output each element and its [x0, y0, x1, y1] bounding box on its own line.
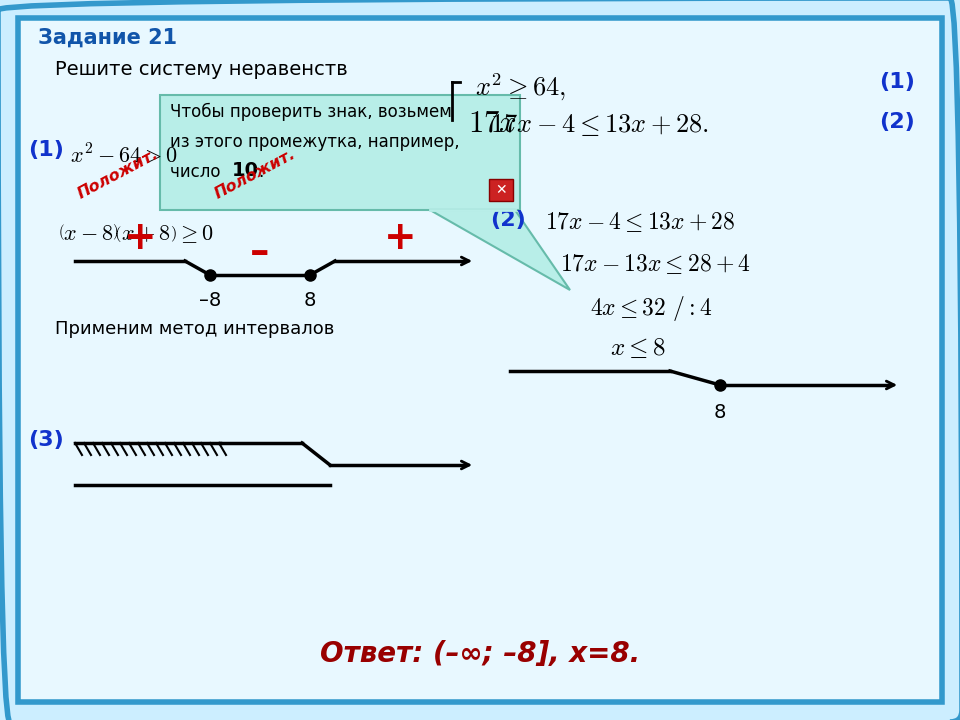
Text: Ответ: (–∞; –8], x=8.: Ответ: (–∞; –8], x=8.	[320, 640, 640, 668]
Text: $17x$: $17x$	[468, 108, 516, 137]
Text: ✕: ✕	[495, 183, 507, 197]
Text: Задание 21: Задание 21	[38, 28, 178, 48]
Text: $4x \leq 32 \ /: 4$: $4x \leq 32 \ /: 4$	[590, 294, 712, 323]
Text: $17x - 13x \leq 28 + 4$: $17x - 13x \leq 28 + 4$	[560, 252, 751, 276]
Text: (2): (2)	[879, 112, 915, 132]
Text: $x^2-64>0$: $x^2-64>0$	[70, 142, 178, 166]
Polygon shape	[430, 210, 570, 290]
Text: (1): (1)	[879, 72, 915, 92]
Text: $\left(x-8\right)\!\left(x+8\right)\geq 0$: $\left(x-8\right)\!\left(x+8\right)\geq …	[58, 222, 214, 245]
Text: 8: 8	[714, 403, 726, 422]
Text: Положит.: Положит.	[212, 147, 299, 202]
Text: (1): (1)	[28, 140, 64, 160]
FancyBboxPatch shape	[489, 179, 513, 201]
FancyBboxPatch shape	[160, 95, 520, 210]
Text: +: +	[124, 219, 156, 257]
Text: Решите систему неравенств: Решите систему неравенств	[55, 60, 348, 79]
Text: Применим метод интервалов: Применим метод интервалов	[55, 320, 334, 338]
Text: –: –	[251, 233, 270, 271]
Text: 10: 10	[232, 161, 259, 180]
Text: (2): (2)	[490, 210, 526, 230]
Text: +: +	[384, 219, 417, 257]
FancyBboxPatch shape	[18, 18, 942, 702]
Text: –8: –8	[199, 291, 221, 310]
Text: $x^2 \geq 64,$: $x^2 \geq 64,$	[475, 72, 566, 103]
Text: $17x - 4 \leq 13x + 28.$: $17x - 4 \leq 13x + 28.$	[490, 112, 708, 138]
Text: .: .	[258, 163, 263, 181]
Text: число: число	[170, 163, 226, 181]
Text: Положит.: Положит.	[75, 147, 161, 202]
Text: Чтобы проверить знак, возьмем: Чтобы проверить знак, возьмем	[170, 103, 452, 121]
Text: $17x - 4 \leq 13x + 28$: $17x - 4 \leq 13x + 28$	[545, 210, 735, 234]
Text: 8: 8	[303, 291, 316, 310]
Text: $x \leq 8$: $x \leq 8$	[610, 336, 666, 360]
Text: из этого промежутка, например,: из этого промежутка, например,	[170, 133, 460, 151]
Text: (3): (3)	[28, 430, 63, 450]
